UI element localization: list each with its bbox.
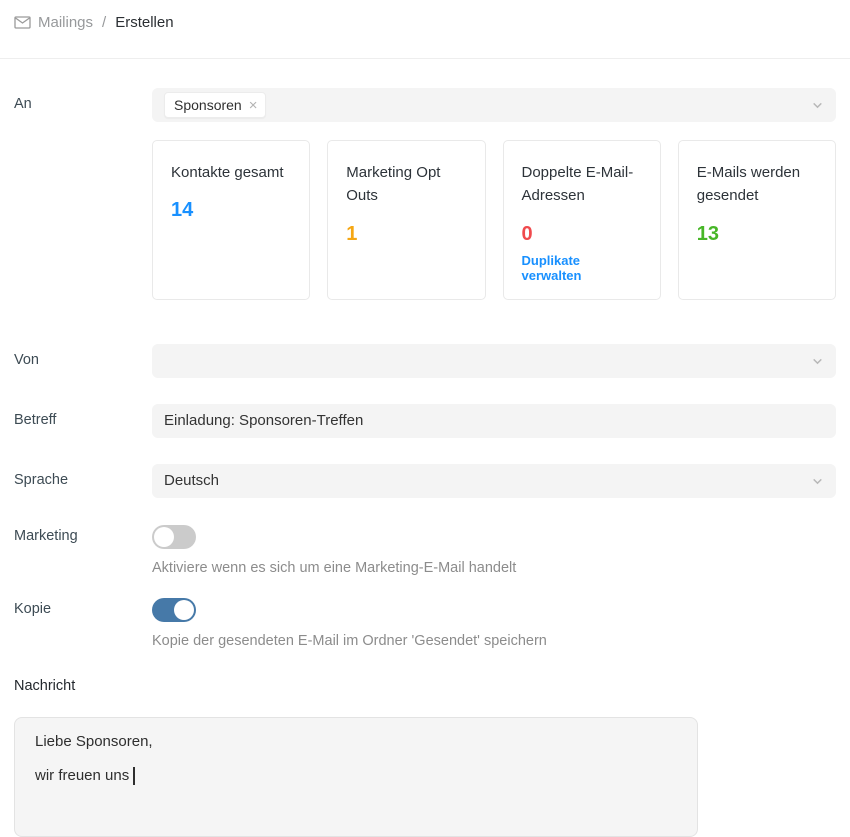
header-divider — [0, 58, 850, 59]
recipient-stats: Kontakte gesamt 14 Marketing Opt Outs 1 … — [152, 140, 836, 300]
stat-value: 14 — [171, 199, 194, 222]
language-select[interactable]: Deutsch — [152, 463, 836, 498]
chevron-down-icon — [811, 354, 824, 367]
breadcrumb: Mailings / Erstellen — [0, 0, 850, 33]
recipient-tag-sponsoren: Sponsoren × — [164, 92, 267, 118]
kopie-label: Kopie — [14, 600, 52, 617]
text-cursor — [133, 766, 135, 785]
envelope-icon — [14, 15, 31, 30]
sprache-label: Sprache — [14, 471, 69, 488]
stat-card-kontakte-gesamt: Kontakte gesamt 14 — [152, 140, 311, 300]
toggle-knob — [174, 599, 194, 620]
stat-title: Marketing Opt Outs — [346, 164, 441, 205]
language-select-value: Deutsch — [164, 472, 220, 489]
message-line: Liebe Sponsoren, — [35, 732, 153, 750]
copy-toggle[interactable] — [152, 597, 196, 622]
toggle-knob — [154, 526, 174, 547]
nachricht-label: Nachricht — [14, 677, 76, 694]
stat-value: 0 — [521, 222, 533, 245]
betreff-label: Betreff — [14, 411, 57, 428]
manage-duplicates-link[interactable]: Duplikate verwalten — [521, 252, 582, 283]
copy-helper-text: Kopie der gesendeten E-Mail im Ordner 'G… — [152, 632, 547, 649]
stat-card-emails-gesendet: E-Mails werden gesendet 13 — [677, 140, 836, 300]
stat-title: Doppelte E-Mail-Adressen — [521, 164, 634, 205]
message-line: wir freuen uns — [35, 767, 130, 784]
stat-card-doppelte-adressen: Doppelte E-Mail-Adressen 0 Duplikate ver… — [502, 140, 661, 300]
stat-card-marketing-opt-outs: Marketing Opt Outs 1 — [327, 140, 486, 300]
from-select[interactable] — [152, 343, 836, 378]
breadcrumb-item-mailings[interactable]: Mailings — [38, 13, 94, 31]
marketing-helper-text: Aktiviere wenn es sich um eine Marketing… — [152, 559, 517, 576]
von-label: Von — [14, 351, 39, 368]
an-label: An — [14, 96, 32, 112]
breadcrumb-separator: / — [102, 13, 107, 31]
marketing-toggle[interactable] — [152, 524, 196, 549]
chevron-down-icon — [811, 99, 824, 112]
subject-input[interactable] — [152, 403, 836, 438]
message-editor[interactable]: Liebe Sponsoren, wir freuen uns — [14, 716, 698, 837]
tag-remove-icon[interactable]: × — [248, 96, 258, 114]
stat-title: Kontakte gesamt — [171, 164, 284, 181]
recipient-tag-label: Sponsoren — [174, 97, 242, 113]
breadcrumb-item-erstellen: Erstellen — [115, 13, 174, 31]
stat-title: E-Mails werden gesendet — [696, 164, 801, 205]
stat-value: 1 — [346, 222, 358, 245]
marketing-label: Marketing — [14, 527, 78, 544]
stat-value: 13 — [696, 222, 719, 245]
chevron-down-icon — [811, 474, 824, 487]
recipients-select[interactable]: Sponsoren × — [152, 88, 836, 122]
